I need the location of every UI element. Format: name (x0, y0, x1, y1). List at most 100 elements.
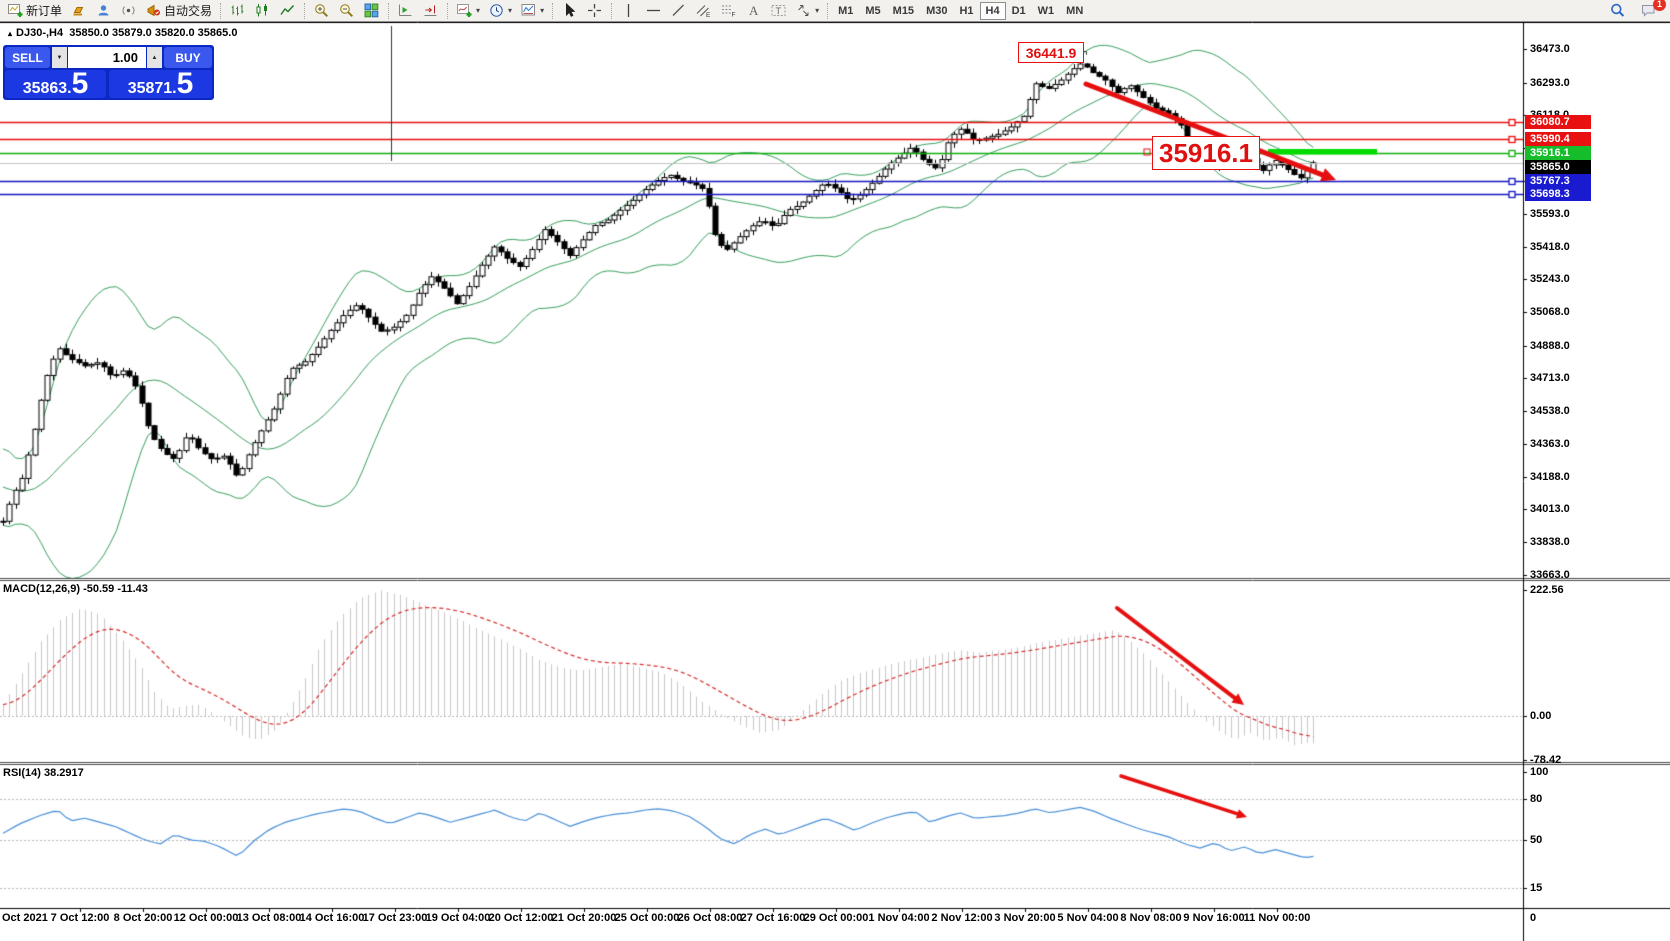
toolbar-separator (388, 2, 390, 19)
timeframe-m15-button[interactable]: M15 (887, 2, 920, 20)
timeframe-mn-button[interactable]: MN (1060, 2, 1089, 20)
zoom-out-icon (338, 2, 355, 19)
collapse-triangle-icon[interactable]: ▴ (8, 29, 13, 38)
buy-button[interactable]: BUY (164, 47, 212, 68)
new-order-icon (7, 2, 24, 19)
auto-scroll-button[interactable] (418, 1, 443, 21)
tile-windows-icon (363, 2, 380, 19)
one-click-trading-panel: SELL ▼ ▲ BUY 35863.5 35871.5 (3, 45, 214, 100)
market-watch-button[interactable] (66, 1, 91, 21)
price-scale-tick: 34013.0 (1530, 503, 1570, 516)
volume-increase-button[interactable]: ▲ (147, 47, 162, 68)
trendline-button[interactable] (666, 1, 691, 21)
community-button[interactable] (91, 1, 116, 21)
macd-scale-tick: -78.42 (1530, 754, 1562, 767)
autotrading-button[interactable]: 自动交易 (141, 1, 216, 21)
signals-button[interactable] (116, 1, 141, 21)
timeframe-h1-button[interactable]: H1 (953, 2, 979, 20)
toolbar-separator (827, 2, 829, 19)
cursor-button[interactable] (557, 1, 582, 21)
zoom-in-icon (313, 2, 330, 19)
sell-price-big-digit: 5 (71, 67, 89, 100)
svg-text:T: T (776, 6, 782, 16)
timeframe-d1-button[interactable]: D1 (1006, 2, 1032, 20)
price-scale-tick: 34713.0 (1530, 372, 1570, 385)
chart-shift-icon (397, 2, 414, 19)
toolbar-separator (552, 2, 554, 19)
price-scale-tick: 36473.0 (1530, 43, 1570, 56)
toolbar-separator (220, 2, 222, 19)
fibonacci-icon: F (720, 2, 737, 19)
text-label-icon: T (770, 2, 787, 19)
periods-button[interactable]: ▾ (484, 1, 516, 21)
line-chart-button[interactable] (275, 1, 300, 21)
timeframe-m1-button[interactable]: M1 (832, 2, 859, 20)
macd-indicator-label: MACD(12,26,9) -50.59 -11.43 (3, 583, 148, 595)
time-axis-label: 13 Oct 08:00 (236, 912, 302, 924)
new-order-button[interactable]: 新订单 (3, 1, 66, 21)
time-axis-month-label: Oct 2021 (2, 912, 48, 924)
channel-icon: E (695, 2, 712, 19)
price-annotation-support[interactable]: 35916.1 (1152, 136, 1260, 170)
text-icon: A (745, 2, 762, 19)
chevron-down-icon: ▾ (815, 6, 820, 15)
toolbar-separator (611, 2, 613, 19)
horizontal-line-button[interactable] (641, 1, 666, 21)
price-scale-tick: 35243.0 (1530, 273, 1570, 286)
volume-decrease-button[interactable]: ▼ (52, 47, 67, 68)
chart-ohlc-values: 35850.0 35879.0 35820.0 35865.0 (69, 27, 238, 39)
notifications-button[interactable]: 1 (1636, 0, 1666, 21)
equidistant-channel-button[interactable]: E (691, 1, 716, 21)
time-axis-label: 21 Oct 20:00 (551, 912, 617, 924)
price-tag-35698-3: 35698.3 (1525, 187, 1591, 201)
chevron-down-icon: ▾ (508, 6, 513, 15)
trendline-icon (670, 2, 687, 19)
time-axis-label: 9 Nov 16:00 (1183, 912, 1245, 924)
vertical-line-button[interactable] (616, 1, 641, 21)
timeframe-h4-button[interactable]: H4 (979, 1, 1006, 20)
volume-input[interactable] (68, 47, 146, 68)
buy-price-display[interactable]: 35871. 5 (109, 69, 212, 99)
main-toolbar: 新订单 自动交易 ▾ ▾ ▾ E F A T ▾ M1 M5 M15 M30 H1 H4 D1 W1 MN 1 (0, 0, 1670, 22)
chart-symbol-timeframe: DJ30-,H4 (16, 27, 64, 39)
indicators-button[interactable]: ▾ (452, 1, 484, 21)
sell-button[interactable]: SELL (5, 47, 50, 68)
timeframe-w1-button[interactable]: W1 (1032, 2, 1061, 20)
bar-chart-button[interactable] (225, 1, 250, 21)
template-icon (520, 2, 537, 19)
price-scale-tick: 35418.0 (1530, 240, 1570, 253)
auto-scroll-icon (422, 2, 439, 19)
time-axis-label: 19 Oct 04:00 (425, 912, 491, 924)
arrows-button[interactable]: ▾ (791, 1, 823, 21)
macd-scale-tick: 222.56 (1530, 584, 1564, 597)
autotrading-icon (145, 2, 162, 19)
sell-price-display[interactable]: 35863. 5 (5, 67, 106, 100)
triangle-up-icon: ▲ (151, 54, 158, 61)
fibonacci-button[interactable]: F (716, 1, 741, 21)
zoom-in-button[interactable] (309, 1, 334, 21)
clock-icon (488, 2, 505, 19)
time-axis-label: 7 Oct 12:00 (50, 912, 110, 924)
candlestick-chart-button[interactable] (250, 1, 275, 21)
new-order-label: 新订单 (26, 4, 63, 18)
text-label-button[interactable]: T (766, 1, 791, 21)
signals-icon (120, 2, 137, 19)
tile-windows-button[interactable] (359, 1, 384, 21)
templates-button[interactable]: ▾ (516, 1, 548, 21)
price-tag-35767-3: 35767.3 (1525, 174, 1591, 188)
price-scale-tick: 35593.0 (1530, 207, 1570, 220)
toolbar-separator (447, 2, 449, 19)
timeframe-m5-button[interactable]: M5 (859, 2, 886, 20)
zoom-out-button[interactable] (334, 1, 359, 21)
price-scale-tick: 35068.0 (1530, 306, 1570, 318)
search-button[interactable] (1605, 1, 1630, 21)
cursor-icon (561, 2, 578, 19)
price-annotation-high[interactable]: 36441.9 (1018, 42, 1084, 63)
text-button[interactable]: A (741, 1, 766, 21)
chart-shift-button[interactable] (393, 1, 418, 21)
candlestick-chart-icon (254, 2, 271, 19)
time-axis-label: 1 Nov 04:00 (868, 912, 930, 924)
timeframe-m30-button[interactable]: M30 (920, 2, 953, 20)
crosshair-button[interactable] (582, 1, 607, 21)
